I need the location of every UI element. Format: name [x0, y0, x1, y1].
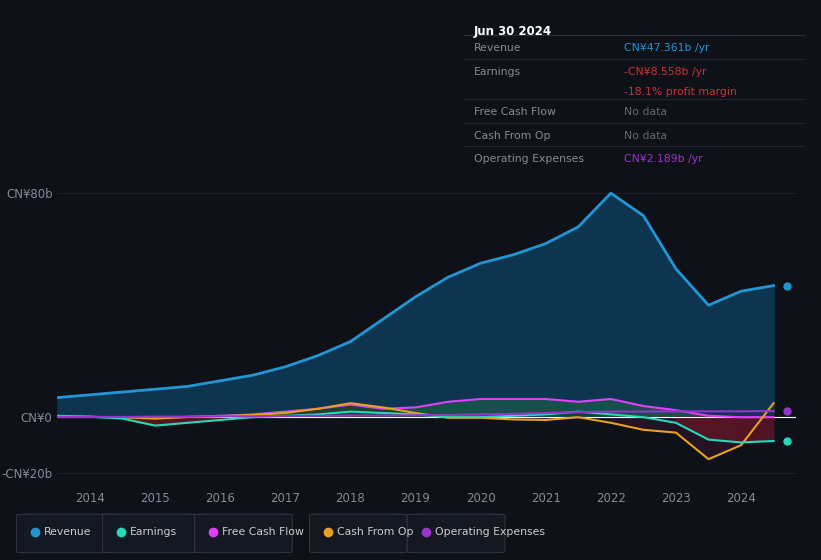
Text: Jun 30 2024: Jun 30 2024 — [474, 25, 553, 38]
Text: Free Cash Flow: Free Cash Flow — [474, 106, 556, 116]
Text: Operating Expenses: Operating Expenses — [474, 155, 584, 165]
Text: Revenue: Revenue — [474, 43, 521, 53]
Text: CN¥47.361b /yr: CN¥47.361b /yr — [624, 43, 709, 53]
FancyBboxPatch shape — [195, 514, 292, 553]
Text: -CN¥8.558b /yr: -CN¥8.558b /yr — [624, 67, 707, 77]
Text: Cash From Op: Cash From Op — [337, 527, 414, 537]
FancyBboxPatch shape — [407, 514, 505, 553]
Text: Operating Expenses: Operating Expenses — [435, 527, 545, 537]
Text: No data: No data — [624, 130, 667, 141]
Text: Free Cash Flow: Free Cash Flow — [222, 527, 304, 537]
Text: -18.1% profit margin: -18.1% profit margin — [624, 87, 736, 97]
Text: Earnings: Earnings — [474, 67, 521, 77]
Text: Earnings: Earnings — [131, 527, 177, 537]
Text: No data: No data — [624, 106, 667, 116]
FancyBboxPatch shape — [103, 514, 200, 553]
Text: Cash From Op: Cash From Op — [474, 130, 551, 141]
FancyBboxPatch shape — [16, 514, 114, 553]
Text: Revenue: Revenue — [44, 527, 91, 537]
FancyBboxPatch shape — [310, 514, 407, 553]
Text: CN¥2.189b /yr: CN¥2.189b /yr — [624, 155, 703, 165]
